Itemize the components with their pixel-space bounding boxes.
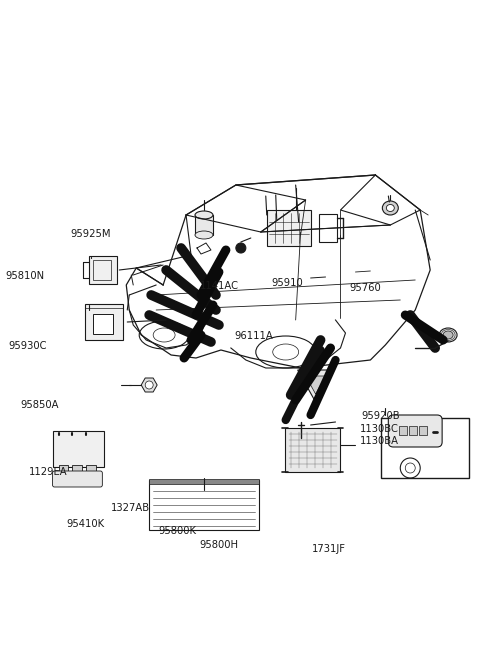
Bar: [94, 260, 111, 280]
Bar: [149, 480, 259, 530]
Polygon shape: [298, 370, 334, 402]
Ellipse shape: [386, 204, 394, 212]
Text: 96111A: 96111A: [234, 331, 273, 341]
Text: 95850A: 95850A: [21, 400, 59, 410]
Text: 1129EA: 1129EA: [29, 466, 68, 477]
FancyBboxPatch shape: [388, 415, 442, 447]
Text: 1130BA: 1130BA: [360, 436, 399, 446]
Bar: [52, 431, 104, 467]
Bar: [59, 465, 69, 475]
Ellipse shape: [443, 331, 453, 339]
Bar: [267, 210, 311, 246]
Ellipse shape: [195, 231, 213, 239]
Text: 95910: 95910: [271, 278, 303, 288]
Bar: [419, 426, 427, 435]
Bar: [94, 314, 113, 334]
Bar: [285, 428, 340, 472]
Bar: [195, 215, 213, 235]
Bar: [381, 418, 469, 478]
Bar: [149, 479, 259, 484]
Bar: [89, 256, 117, 284]
FancyBboxPatch shape: [52, 471, 102, 487]
Text: 1731JF: 1731JF: [312, 544, 347, 554]
Text: 95800H: 95800H: [200, 540, 239, 550]
Text: 95925M: 95925M: [70, 229, 110, 240]
Polygon shape: [141, 378, 157, 392]
Text: 1327AB: 1327AB: [111, 502, 150, 513]
Ellipse shape: [383, 201, 398, 215]
Bar: [72, 465, 83, 475]
Ellipse shape: [439, 328, 457, 342]
Polygon shape: [306, 376, 325, 394]
Text: 95410K: 95410K: [66, 519, 105, 529]
Text: 95810N: 95810N: [5, 271, 44, 282]
Circle shape: [236, 243, 246, 253]
Bar: [85, 304, 123, 340]
Text: 95760: 95760: [349, 283, 381, 293]
Text: 95930C: 95930C: [9, 341, 47, 351]
Circle shape: [145, 381, 153, 389]
Text: 95920B: 95920B: [361, 411, 400, 421]
Bar: [86, 465, 96, 475]
Bar: [409, 426, 417, 435]
Bar: [319, 214, 336, 242]
Bar: [399, 426, 407, 435]
Text: 1141AC: 1141AC: [200, 281, 239, 291]
Text: 1130BC: 1130BC: [360, 424, 399, 434]
Ellipse shape: [195, 211, 213, 219]
Text: 95800K: 95800K: [159, 526, 197, 536]
